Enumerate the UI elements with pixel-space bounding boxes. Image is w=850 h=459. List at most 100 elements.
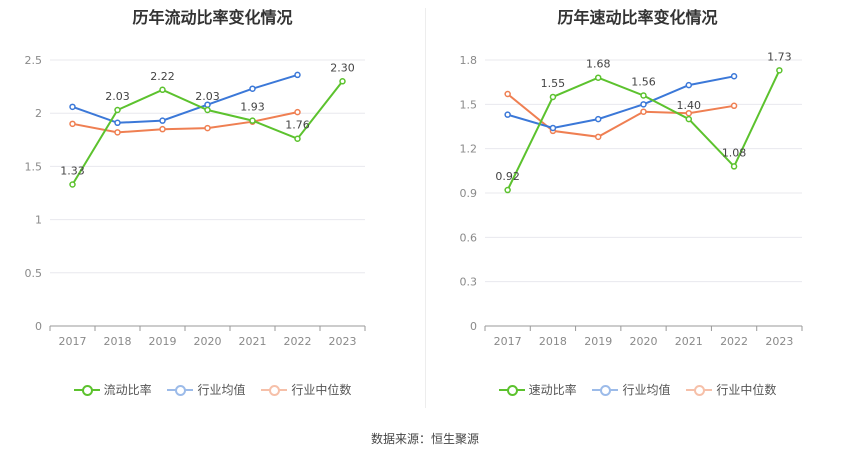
data-point xyxy=(730,73,738,80)
x-tick-label: 2017 xyxy=(59,335,87,348)
legend-item-quick-ratio[interactable]: 速动比率 xyxy=(498,381,577,398)
data-label: 1.73 xyxy=(767,50,792,63)
legend-item-industry-avg[interactable]: 行业均值 xyxy=(592,381,671,398)
data-source-note: 数据来源：恒生聚源 xyxy=(370,432,479,446)
data-point xyxy=(730,102,738,110)
legend-marker-icon xyxy=(592,384,619,396)
panel-divider xyxy=(425,8,426,408)
data-point xyxy=(294,135,301,142)
legend-label: 行业中位数 xyxy=(291,383,352,397)
x-tick-label: 2018 xyxy=(104,335,132,348)
y-tick-label: 1 xyxy=(35,214,42,227)
data-point xyxy=(594,115,602,123)
legend-item-industry-median[interactable]: 行业中位数 xyxy=(261,381,351,398)
y-tick-label: 1.5 xyxy=(460,98,478,111)
y-tick-label: 0.5 xyxy=(25,267,43,280)
y-tick-label: 1.8 xyxy=(460,54,478,67)
data-point xyxy=(114,119,121,127)
data-point xyxy=(114,129,121,136)
data-point xyxy=(640,108,647,115)
data-label: 2.03 xyxy=(105,90,130,103)
data-point xyxy=(640,101,647,108)
data-point xyxy=(640,92,647,99)
data-point xyxy=(685,115,693,123)
legend-item-industry-avg[interactable]: 行业均值 xyxy=(167,381,246,398)
legend-marker-icon xyxy=(73,384,100,396)
legend-marker-icon xyxy=(167,384,194,396)
data-point xyxy=(730,163,738,170)
data-point xyxy=(159,125,166,133)
data-point xyxy=(504,111,511,118)
legend-marker-icon xyxy=(498,384,525,396)
series-line xyxy=(72,73,298,124)
legend-label: 行业均值 xyxy=(622,383,671,397)
data-point xyxy=(549,124,557,132)
x-tick-label: 2023 xyxy=(329,335,357,348)
y-tick-label: 1.2 xyxy=(460,143,478,156)
legend-item-industry-median[interactable]: 行业中位数 xyxy=(686,381,776,398)
data-label: 2.22 xyxy=(150,70,175,83)
series-line xyxy=(507,75,735,130)
data-label: 1.55 xyxy=(541,77,566,90)
legend-item-current-ratio[interactable]: 流动比率 xyxy=(73,381,152,398)
legend-label: 行业均值 xyxy=(197,383,246,397)
legend-marker-icon xyxy=(686,384,713,396)
data-point xyxy=(69,120,76,128)
data-point xyxy=(776,67,783,74)
y-tick-label: 1.5 xyxy=(25,160,43,173)
legend-marker-icon xyxy=(261,384,288,396)
x-tick-label: 2021 xyxy=(239,335,267,348)
x-tick-label: 2019 xyxy=(149,335,177,348)
x-tick-label: 2020 xyxy=(630,335,658,348)
data-point xyxy=(249,117,256,124)
data-point xyxy=(594,74,602,81)
data-point xyxy=(294,108,301,116)
data-label: 1.56 xyxy=(631,75,656,88)
chart-legend: 流动比率 行业均值 行业中位数 xyxy=(0,381,425,399)
series-line xyxy=(72,111,298,134)
data-point xyxy=(249,85,256,92)
y-tick-label: 0 xyxy=(470,320,477,333)
data-point xyxy=(294,71,301,79)
data-label: 2.30 xyxy=(330,61,355,74)
legend-label: 行业中位数 xyxy=(716,383,777,397)
data-point xyxy=(204,124,211,132)
chart-title: 历年流动比率变化情况 xyxy=(132,8,293,27)
y-tick-label: 2.5 xyxy=(25,54,43,67)
data-point xyxy=(159,117,166,124)
current-ratio-chart-panel: 历年流动比率变化情况 0 0.5 1 1.5 2 2.5 2017 2018 2019 2020 2… xyxy=(0,0,425,420)
data-point xyxy=(204,106,211,114)
data-point xyxy=(114,106,121,114)
data-label: 1.68 xyxy=(586,58,611,71)
x-tick-label: 2019 xyxy=(584,335,612,348)
data-label: 1.93 xyxy=(240,101,265,114)
data-point xyxy=(685,109,693,117)
chart-title: 历年速动比率变化情况 xyxy=(557,8,718,27)
data-point xyxy=(69,181,76,188)
x-tick-label: 2017 xyxy=(494,335,522,348)
y-tick-label: 0.6 xyxy=(460,231,478,244)
data-point xyxy=(549,93,557,101)
y-tick-label: 0.3 xyxy=(460,276,478,289)
data-label: 1.33 xyxy=(60,164,85,177)
y-tick-label: 0.9 xyxy=(460,187,478,200)
y-tick-label: 2 xyxy=(35,107,42,120)
data-point xyxy=(504,186,511,194)
data-point xyxy=(594,133,602,141)
legend-label: 流动比率 xyxy=(103,383,152,397)
quick-ratio-chart: 0 0.3 0.6 0.9 1.2 1.5 1.8 2017 2018 2019 2020 2021 2… xyxy=(460,50,803,348)
data-point xyxy=(504,90,511,98)
x-tick-label: 2022 xyxy=(284,335,312,348)
x-tick-label: 2018 xyxy=(539,335,567,348)
data-point xyxy=(339,78,346,85)
data-label: 2.03 xyxy=(195,90,220,103)
y-tick-label: 0 xyxy=(35,320,42,333)
x-tick-label: 2022 xyxy=(720,335,748,348)
x-tick-label: 2023 xyxy=(765,335,793,348)
data-point xyxy=(159,86,166,94)
current-ratio-chart: 0 0.5 1 1.5 2 2.5 2017 2018 2019 2020 2021 2022 2023… xyxy=(25,54,366,348)
data-point xyxy=(69,103,76,111)
chart-legend: 速动比率 行业均值 行业中位数 xyxy=(425,381,850,399)
data-label: 1.08 xyxy=(722,146,747,159)
data-label: 1.76 xyxy=(285,119,310,132)
